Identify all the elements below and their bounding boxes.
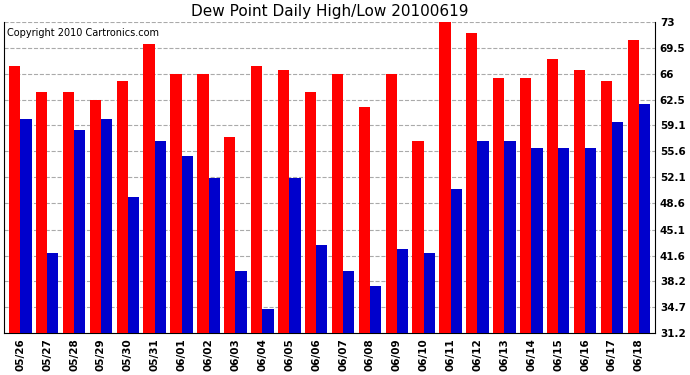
Bar [520, 78, 531, 375]
Bar [574, 70, 585, 375]
Bar [208, 178, 220, 375]
Bar [424, 253, 435, 375]
Bar [639, 104, 650, 375]
Bar [332, 74, 343, 375]
Bar [531, 148, 542, 375]
Bar [181, 156, 193, 375]
Bar [170, 74, 181, 375]
Bar [144, 44, 155, 375]
Bar [343, 271, 354, 375]
Bar [612, 122, 623, 375]
Bar [466, 33, 477, 375]
Text: Copyright 2010 Cartronics.com: Copyright 2010 Cartronics.com [8, 28, 159, 38]
Title: Dew Point Daily High/Low 20100619: Dew Point Daily High/Low 20100619 [191, 4, 469, 19]
Bar [440, 22, 451, 375]
Bar [262, 309, 274, 375]
Bar [413, 141, 424, 375]
Bar [63, 93, 74, 375]
Bar [36, 93, 47, 375]
Bar [235, 271, 247, 375]
Bar [278, 70, 289, 375]
Bar [224, 137, 235, 375]
Bar [128, 197, 139, 375]
Bar [547, 59, 558, 375]
Bar [386, 74, 397, 375]
Bar [504, 141, 515, 375]
Bar [585, 148, 596, 375]
Bar [493, 78, 504, 375]
Bar [627, 40, 639, 375]
Bar [90, 100, 101, 375]
Bar [397, 249, 408, 375]
Bar [9, 66, 20, 375]
Bar [20, 118, 32, 375]
Bar [101, 118, 112, 375]
Bar [74, 130, 86, 375]
Bar [558, 148, 569, 375]
Bar [117, 81, 128, 375]
Bar [316, 245, 328, 375]
Bar [601, 81, 612, 375]
Bar [289, 178, 301, 375]
Bar [155, 141, 166, 375]
Bar [251, 66, 262, 375]
Bar [305, 93, 316, 375]
Bar [359, 107, 370, 375]
Bar [451, 189, 462, 375]
Bar [47, 253, 59, 375]
Bar [370, 286, 381, 375]
Bar [197, 74, 208, 375]
Bar [477, 141, 489, 375]
